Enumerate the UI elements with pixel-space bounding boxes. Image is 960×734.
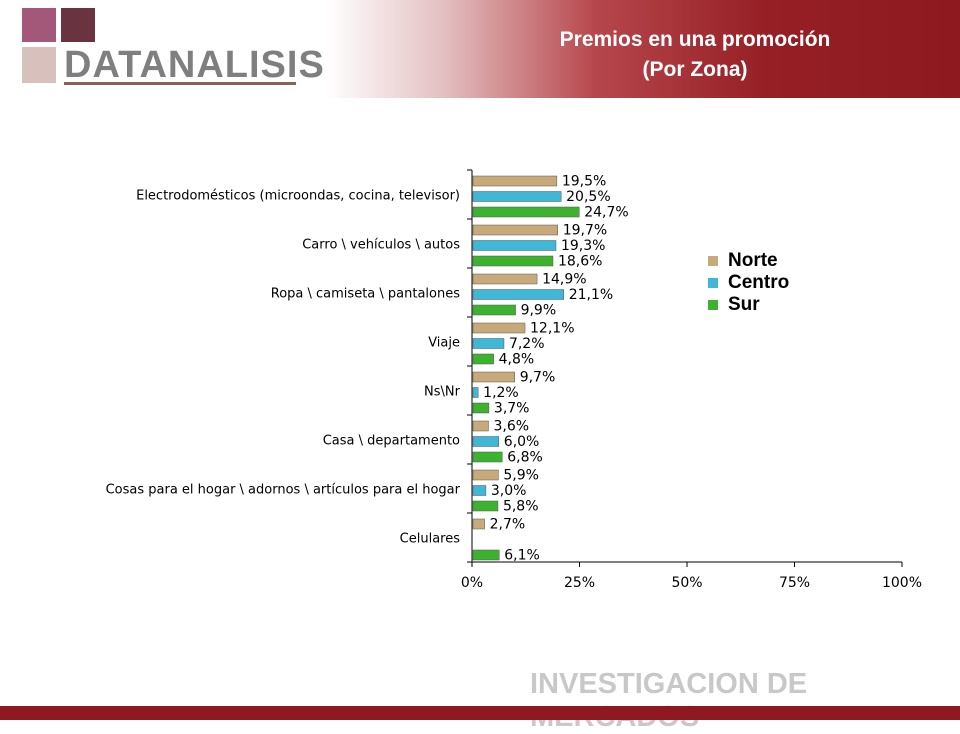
logo-square-3 (22, 47, 56, 83)
bar-norte (472, 420, 489, 432)
bar-norte (472, 273, 538, 285)
category-label: Celulares (400, 532, 461, 547)
x-tick-label: 75% (779, 575, 810, 591)
bar-centro (472, 436, 500, 447)
data-label: 9,9% (521, 303, 557, 319)
data-label: 12,1% (530, 321, 574, 337)
bar-centro (472, 240, 557, 251)
data-label: 3,0% (491, 483, 527, 499)
data-label: 1,2% (483, 385, 519, 401)
category-label: Ns\Nr (424, 385, 461, 400)
legend-label: Sur (728, 294, 760, 315)
legend-item: Centro (708, 272, 789, 294)
category-label: Carro \ vehículos \ autos (302, 238, 460, 253)
data-label: 3,6% (493, 419, 529, 435)
legend-item: Norte (708, 250, 789, 272)
data-label: 24,7% (584, 205, 628, 221)
bar-centro (472, 485, 487, 496)
bar-sur (472, 402, 490, 414)
bar-sur (472, 304, 516, 316)
data-label: 6,8% (507, 450, 543, 466)
legend-swatch (708, 278, 718, 288)
bar-sur (472, 255, 554, 267)
category-label: Casa \ departamento (323, 434, 460, 449)
header-banner (0, 0, 960, 98)
data-label: 5,9% (503, 468, 539, 484)
category-label: Viaje (428, 336, 460, 351)
bar-norte (472, 469, 499, 481)
data-label: 3,7% (494, 401, 530, 417)
legend-label: Centro (728, 272, 790, 293)
data-label: 6,1% (504, 548, 540, 564)
data-label: 4,8% (499, 352, 535, 368)
bar-sur (472, 451, 503, 463)
legend-swatch (708, 300, 718, 310)
x-tick-label: 25% (564, 575, 595, 591)
bar-sur (472, 500, 499, 512)
data-label: 19,7% (563, 223, 607, 239)
category-label: Cosas para el hogar \ adornos \ artículo… (106, 483, 461, 498)
category-label: Ropa \ camiseta \ pantalones (271, 287, 460, 302)
logo-square-2 (61, 8, 95, 42)
bar-norte (472, 371, 515, 383)
data-label: 19,5% (562, 174, 606, 190)
bar-centro (472, 191, 562, 202)
data-label: 6,0% (504, 434, 540, 450)
chart-legend: Norte Centro Sur (708, 250, 789, 316)
logo-text: DATANALISIS (64, 44, 325, 86)
legend-swatch (708, 256, 718, 266)
x-tick-label: 100% (882, 575, 922, 591)
data-label: 7,2% (509, 336, 545, 352)
bar-sur (472, 549, 500, 561)
x-tick-label: 0% (461, 575, 483, 591)
data-label: 5,8% (503, 499, 539, 515)
page-title: Premios en una promoción (Por Zona) (500, 25, 890, 85)
bar-norte (472, 175, 558, 187)
bar-norte (472, 518, 485, 530)
bar-norte (472, 322, 526, 334)
data-label: 14,9% (542, 272, 586, 288)
data-label: 18,6% (558, 254, 602, 270)
title-line-2: (Por Zona) (642, 58, 748, 81)
bar-sur (472, 206, 580, 218)
category-label: Electrodomésticos (microondas, cocina, t… (136, 189, 460, 204)
bar-norte (472, 224, 558, 236)
data-label: 19,3% (561, 238, 605, 254)
data-label: 20,5% (566, 189, 610, 205)
data-label: 2,7% (490, 517, 526, 533)
data-label: 9,7% (520, 370, 556, 386)
bar-centro (472, 289, 564, 300)
title-line-1: Premios en una promoción (559, 28, 831, 51)
logo-underline (64, 82, 296, 85)
bar-centro (472, 387, 479, 398)
bar-sur (472, 353, 494, 365)
data-label: 21,1% (569, 287, 613, 303)
legend-label: Norte (728, 250, 778, 271)
footer-text: INVESTIGACION DE MERCADOS (530, 668, 808, 733)
bar-centro (472, 338, 505, 349)
legend-item: Sur (708, 294, 789, 316)
footer-bar (0, 706, 960, 720)
x-tick-label: 50% (671, 575, 702, 591)
logo-square-1 (22, 8, 56, 42)
